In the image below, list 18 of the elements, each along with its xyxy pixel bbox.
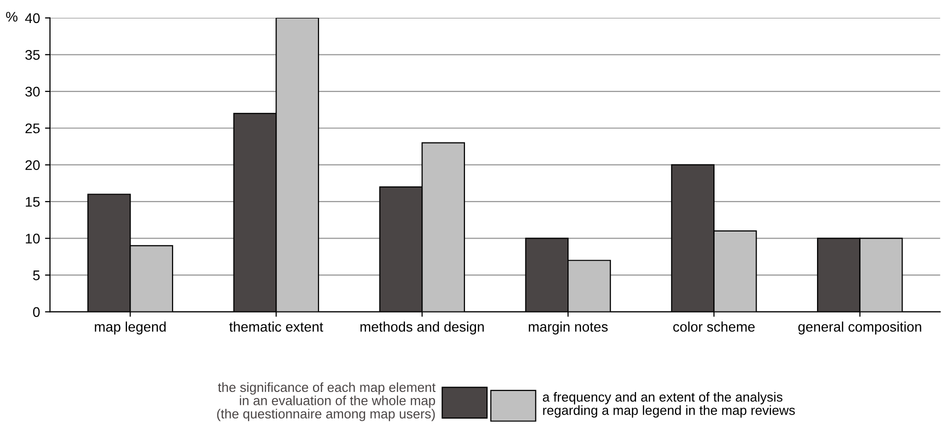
y-tick-label: 10 [26, 234, 40, 244]
y-tick-label: 20 [26, 160, 40, 170]
x-tick-label: map legend [94, 322, 166, 334]
y-tick-label: 15 [26, 197, 40, 207]
x-tick-label: margin notes [528, 322, 608, 334]
x-tick-label: color scheme [673, 322, 755, 332]
y-tick-label: 5 [33, 270, 40, 280]
x-tick-label: general composition [798, 322, 922, 334]
legend-label: a frequency and an extent of the analysis regarding a map legend in the map reviews [542, 392, 795, 418]
x-tick-label: methods and design [360, 322, 484, 334]
x-tick-label: thematic extent [229, 322, 324, 332]
y-tick-label: 35 [25, 50, 40, 60]
y-tick-label: 25 [26, 123, 40, 134]
y-tick-label: 40 [25, 13, 40, 24]
text: the significance of each map element in an evaluation of the whole map (the questionnaire among map users) [217, 382, 436, 422]
y-axis-title: % [6, 12, 18, 22]
y-tick-label: 0 [33, 307, 40, 317]
y-tick-label: 30 [25, 86, 40, 97]
